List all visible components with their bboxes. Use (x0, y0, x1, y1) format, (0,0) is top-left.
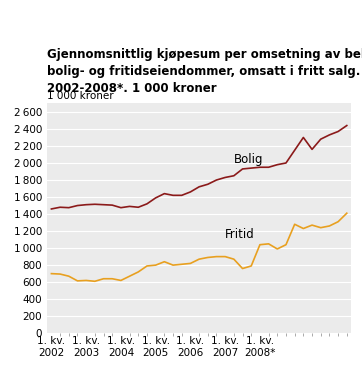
Text: 1 000 kroner: 1 000 kroner (47, 91, 114, 101)
Text: Bolig: Bolig (234, 153, 263, 166)
Text: Gjennomsnittlig kjøpesum per omsetning av bebygde
bolig- og fritidseiendommer, o: Gjennomsnittlig kjøpesum per omsetning a… (47, 48, 362, 95)
Text: Fritid: Fritid (225, 228, 255, 241)
